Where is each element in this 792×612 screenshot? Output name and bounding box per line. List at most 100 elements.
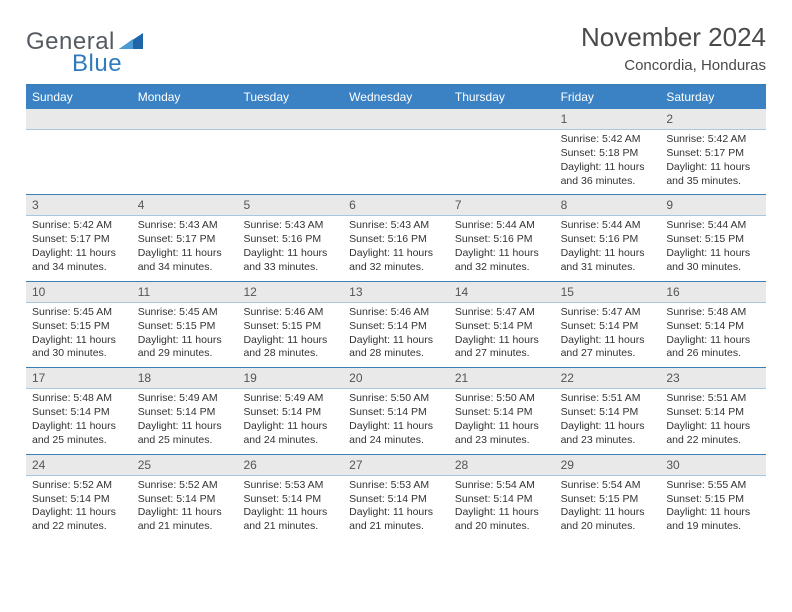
day-cell: Sunrise: 5:50 AMSunset: 5:14 PMDaylight:… [343,389,449,453]
sunset-text: Sunset: 5:14 PM [138,406,232,420]
sunrise-text: Sunrise: 5:44 AM [455,219,549,233]
day-cell: Sunrise: 5:52 AMSunset: 5:14 PMDaylight:… [26,476,132,540]
sunset-text: Sunset: 5:14 PM [243,406,337,420]
sunrise-text: Sunrise: 5:42 AM [666,133,760,147]
day-number [132,109,238,129]
day-number [237,109,343,129]
day-cell: Sunrise: 5:48 AMSunset: 5:14 PMDaylight:… [660,303,766,367]
day-detail-row: Sunrise: 5:45 AM Sunset: 5:15 PM Daylight:… [26,303,766,368]
day-number: 1 [555,109,661,129]
sunset-text: Sunset: 5:14 PM [138,493,232,507]
day-cell: Sunrise: 5:46 AMSunset: 5:15 PMDaylight:… [237,303,343,367]
day-number [343,109,449,129]
day-number: 25 [132,455,238,475]
sunset-text: Sunset: 5:15 PM [32,320,126,334]
daylight-text: Daylight: 11 hours and 22 minutes. [666,420,760,448]
daylight-text: Daylight: 11 hours and 30 minutes. [666,247,760,275]
day-cell: Sunrise: 5:42 AMSunset: 5:17 PMDaylight:… [26,216,132,280]
daylight-text: Daylight: 11 hours and 24 minutes. [243,420,337,448]
sunrise-text: Sunrise: 5:43 AM [138,219,232,233]
day-number-row: 24252627282930 [26,455,766,476]
day-number: 2 [660,109,766,129]
day-number-row: 12 [26,109,766,130]
day-cell [132,130,238,194]
sunrise-text: Sunrise: 5:51 AM [666,392,760,406]
day-number [449,109,555,129]
sunrise-text: Sunrise: 5:42 AM [32,219,126,233]
sunrise-text: Sunrise: 5:49 AM [243,392,337,406]
location-text: Concordia, Honduras [581,57,766,74]
sunrise-text: Sunrise: 5:44 AM [561,219,655,233]
weekday-wednesday: Wednesday [343,86,449,109]
daylight-text: Daylight: 11 hours and 20 minutes. [455,506,549,534]
day-number: 28 [449,455,555,475]
weekday-monday: Monday [132,86,238,109]
daylight-text: Daylight: 11 hours and 24 minutes. [349,420,443,448]
day-cell: Sunrise: 5:47 AMSunset: 5:14 PMDaylight:… [449,303,555,367]
daylight-text: Daylight: 11 hours and 21 minutes. [243,506,337,534]
calendar-table: Sunday Monday Tuesday Wednesday Thursday… [26,84,766,540]
sunrise-text: Sunrise: 5:46 AM [243,306,337,320]
day-cell: Sunrise: 5:55 AMSunset: 5:15 PMDaylight:… [660,476,766,540]
daylight-text: Daylight: 11 hours and 28 minutes. [243,334,337,362]
day-number: 27 [343,455,449,475]
sunrise-text: Sunrise: 5:54 AM [455,479,549,493]
day-cell: Sunrise: 5:49 AMSunset: 5:14 PMDaylight:… [132,389,238,453]
daylight-text: Daylight: 11 hours and 29 minutes. [138,334,232,362]
day-number-row: 10111213141516 [26,282,766,303]
title-block: November 2024 Concordia, Honduras [581,22,766,74]
day-number: 12 [237,282,343,302]
weekday-thursday: Thursday [449,86,555,109]
daylight-text: Daylight: 11 hours and 32 minutes. [455,247,549,275]
day-number: 3 [26,195,132,215]
brand-triangle-icon [119,31,143,49]
sunset-text: Sunset: 5:14 PM [243,493,337,507]
day-number [26,109,132,129]
sunrise-text: Sunrise: 5:53 AM [349,479,443,493]
sunrise-text: Sunrise: 5:54 AM [561,479,655,493]
sunrise-text: Sunrise: 5:50 AM [455,392,549,406]
sunrise-text: Sunrise: 5:51 AM [561,392,655,406]
sunset-text: Sunset: 5:14 PM [561,406,655,420]
weekday-tuesday: Tuesday [237,86,343,109]
day-cell: Sunrise: 5:46 AMSunset: 5:14 PMDaylight:… [343,303,449,367]
day-cell: Sunrise: 5:44 AMSunset: 5:16 PMDaylight:… [449,216,555,280]
sunrise-text: Sunrise: 5:47 AM [561,306,655,320]
daylight-text: Daylight: 11 hours and 22 minutes. [32,506,126,534]
day-cell [449,130,555,194]
sunset-text: Sunset: 5:14 PM [666,320,760,334]
sunrise-text: Sunrise: 5:43 AM [243,219,337,233]
sunrise-text: Sunrise: 5:52 AM [32,479,126,493]
sunset-text: Sunset: 5:17 PM [666,147,760,161]
day-cell: Sunrise: 5:42 AMSunset: 5:17 PMDaylight:… [660,130,766,194]
sunset-text: Sunset: 5:14 PM [349,406,443,420]
day-cell: Sunrise: 5:48 AMSunset: 5:14 PMDaylight:… [26,389,132,453]
sunset-text: Sunset: 5:14 PM [455,406,549,420]
sunrise-text: Sunrise: 5:53 AM [243,479,337,493]
sunset-text: Sunset: 5:15 PM [561,493,655,507]
daylight-text: Daylight: 11 hours and 32 minutes. [349,247,443,275]
sunset-text: Sunset: 5:14 PM [666,406,760,420]
day-cell: Sunrise: 5:44 AMSunset: 5:15 PMDaylight:… [660,216,766,280]
daylight-text: Daylight: 11 hours and 31 minutes. [561,247,655,275]
daylight-text: Daylight: 11 hours and 25 minutes. [138,420,232,448]
day-cell: Sunrise: 5:53 AMSunset: 5:14 PMDaylight:… [343,476,449,540]
day-cell [237,130,343,194]
sunrise-text: Sunrise: 5:46 AM [349,306,443,320]
sunset-text: Sunset: 5:16 PM [561,233,655,247]
daylight-text: Daylight: 11 hours and 23 minutes. [561,420,655,448]
day-cell: Sunrise: 5:43 AMSunset: 5:16 PMDaylight:… [237,216,343,280]
daylight-text: Daylight: 11 hours and 21 minutes. [138,506,232,534]
weekday-sunday: Sunday [26,86,132,109]
daylight-text: Daylight: 11 hours and 23 minutes. [455,420,549,448]
day-number: 23 [660,368,766,388]
daylight-text: Daylight: 11 hours and 28 minutes. [349,334,443,362]
sunset-text: Sunset: 5:14 PM [32,493,126,507]
day-cell: Sunrise: 5:52 AMSunset: 5:14 PMDaylight:… [132,476,238,540]
header: General Blue November 2024 Concordia, Ho… [26,22,766,78]
sunset-text: Sunset: 5:14 PM [32,406,126,420]
sunset-text: Sunset: 5:14 PM [349,320,443,334]
sunrise-text: Sunrise: 5:45 AM [138,306,232,320]
day-number: 26 [237,455,343,475]
daylight-text: Daylight: 11 hours and 34 minutes. [32,247,126,275]
